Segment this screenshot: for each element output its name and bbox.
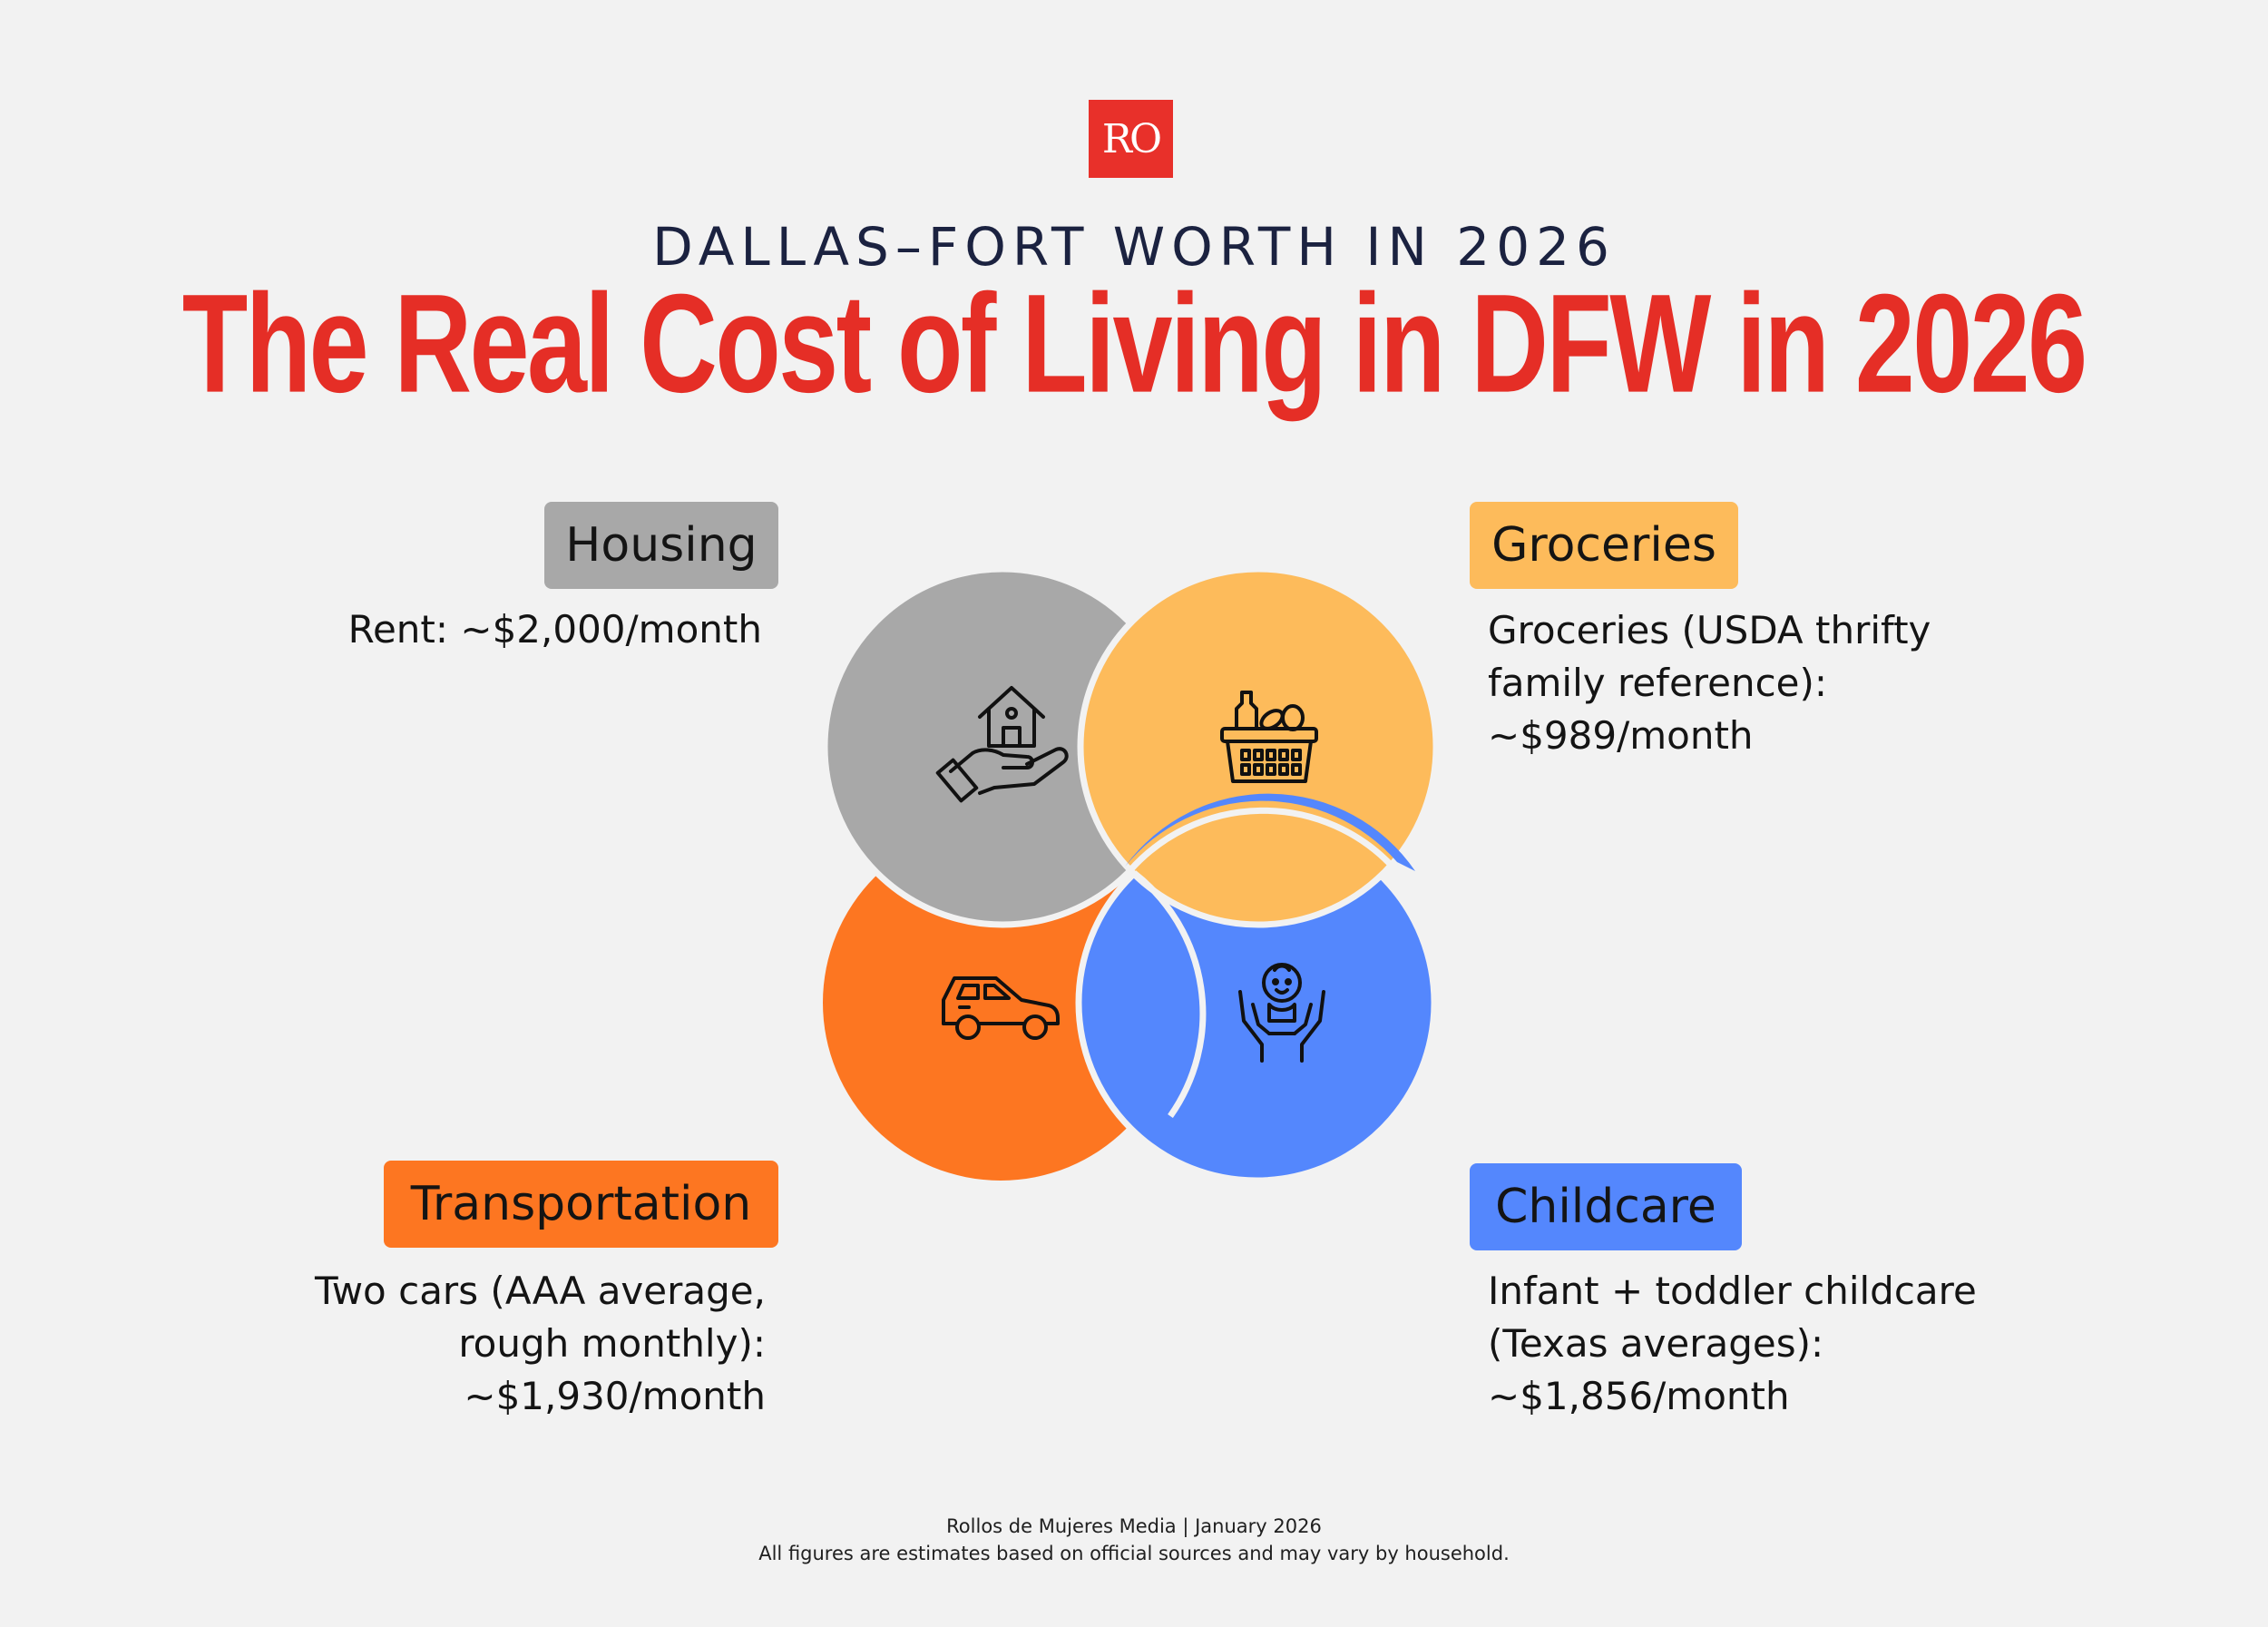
groceries-line-3: ~$989/month bbox=[1488, 713, 1754, 758]
brand-logo-text: RO bbox=[1101, 115, 1162, 162]
footer: Rollos de Mujeres Media | January 2026 A… bbox=[0, 1513, 2268, 1567]
page-title: The Real Cost of Living in DFW in 2026 bbox=[0, 266, 2268, 422]
transportation-description: Two cars (AAA average, rough monthly): ~… bbox=[218, 1265, 766, 1423]
housing-description: Rent: ~$2,000/month bbox=[272, 603, 762, 656]
childcare-overlap-arc bbox=[1125, 793, 1415, 871]
transportation-circle bbox=[823, 825, 1178, 1181]
transportation-label: Transportation bbox=[410, 1177, 752, 1231]
housing-label: Housing bbox=[565, 518, 758, 573]
groceries-label: Groceries bbox=[1491, 518, 1716, 573]
baby-in-hands-icon bbox=[1238, 963, 1325, 1063]
transportation-line-2: rough monthly): bbox=[458, 1321, 766, 1366]
groceries-label-pill: Groceries bbox=[1470, 502, 1738, 589]
groceries-circle bbox=[1077, 565, 1440, 928]
footer-disclaimer: All figures are estimates based on offic… bbox=[758, 1543, 1510, 1564]
groceries-line-1: Groceries (USDA thrifty bbox=[1488, 608, 1931, 652]
childcare-line-2: (Texas averages): bbox=[1488, 1321, 1824, 1366]
childcare-description: Infant + toddler childcare (Texas averag… bbox=[1488, 1265, 1977, 1423]
childcare-line-1: Infant + toddler childcare bbox=[1488, 1269, 1977, 1313]
car-icon bbox=[942, 976, 1060, 1040]
childcare-line-3: ~$1,856/month bbox=[1488, 1374, 1790, 1418]
groceries-description: Groceries (USDA thrifty family reference… bbox=[1488, 604, 1931, 762]
childcare-label-pill: Childcare bbox=[1470, 1163, 1742, 1250]
transportation-label-pill: Transportation bbox=[384, 1161, 778, 1248]
childcare-label: Childcare bbox=[1495, 1180, 1716, 1234]
transportation-line-3: ~$1,930/month bbox=[464, 1374, 766, 1418]
page-title-text: The Real Cost of Living in DFW in 2026 bbox=[182, 265, 2087, 423]
footer-credit: Rollos de Mujeres Media | January 2026 bbox=[946, 1515, 1322, 1537]
grocery-basket-icon bbox=[1220, 691, 1318, 783]
housing-label-pill: Housing bbox=[544, 502, 778, 589]
transportation-line-1: Two cars (AAA average, bbox=[315, 1269, 766, 1313]
eyebrow-heading: DALLAS–FORT WORTH IN 2026 bbox=[652, 216, 1616, 278]
groceries-line-2: family reference): bbox=[1488, 661, 1828, 705]
circle-divider-arc bbox=[1127, 807, 1395, 874]
house-in-hand-icon bbox=[935, 686, 1069, 803]
housing-line-1: Rent: ~$2,000/month bbox=[347, 607, 762, 652]
transportation-divider-arc bbox=[1131, 870, 1207, 1119]
brand-logo: RO bbox=[1089, 100, 1173, 178]
